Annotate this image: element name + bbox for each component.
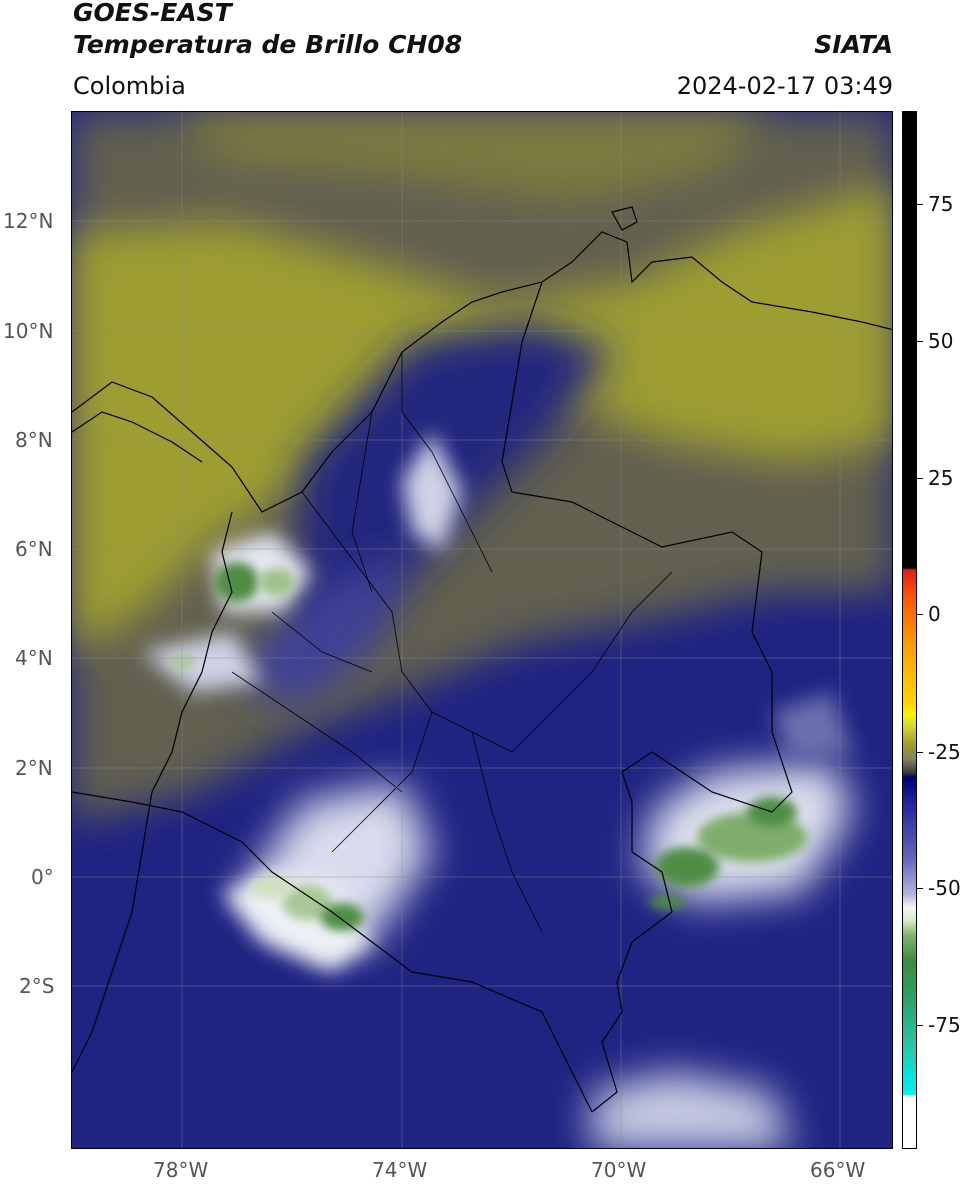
satellite-title: GOES-EAST [73,0,232,27]
colorbar-label-50: 50 [928,329,954,353]
lon-tick-74W: 74°W [372,1158,428,1182]
colorbar-label-minus25: -25 [928,740,961,764]
region-label: Colombia [73,72,186,100]
island-outline [611,206,638,231]
cloud-field [72,112,892,1148]
lat-tick-4N: 4°N [15,646,53,670]
brightness-temperature-field [72,112,892,1148]
colorbar-label-minus50: -50 [928,876,961,900]
colorbar-tick [917,1025,923,1026]
lat-tick-2S: 2°S [19,974,55,998]
colorbar-tick [917,341,923,342]
satellite-map[interactable] [71,111,893,1149]
colombia-brazil-border [591,751,773,1113]
lon-tick-66W: 66°W [810,1158,866,1182]
colorbar-tick [917,888,923,889]
graticule [72,112,892,1148]
colorbar-tick [917,614,923,615]
borders [72,206,892,1113]
colombia-peru-ecuador-border [72,791,593,1113]
colorbar-tick [917,478,923,479]
datetime-label: 2024-02-17 03:49 [676,72,893,100]
lat-tick-0: 0° [31,865,54,889]
lat-tick-2N: 2°N [15,756,53,780]
colorbar-label-minus75: -75 [928,1013,961,1037]
colorbar-label-0: 0 [928,602,941,626]
product-title: Temperatura de Brillo CH08 [73,30,463,59]
department-lines [231,352,673,933]
colorbar-label-25: 25 [928,466,954,490]
lat-tick-10N: 10°N [3,319,54,343]
caribbean-coastline [72,231,892,513]
colorbar-tick [917,752,923,753]
lon-tick-70W: 70°W [591,1158,647,1182]
temperature-colorbar [902,111,917,1149]
lat-tick-8N: 8°N [15,428,53,452]
lon-tick-78W: 78°W [153,1158,209,1182]
source-label: SIATA [814,30,893,59]
pacific-coastline [72,511,233,1073]
lat-tick-12N: 12°N [3,209,54,233]
colorbar-tick [917,204,923,205]
lat-tick-6N: 6°N [15,537,53,561]
colorbar-label-75: 75 [928,192,954,216]
panama-isthmus [72,411,203,463]
colombia-venezuela-border [501,281,793,813]
